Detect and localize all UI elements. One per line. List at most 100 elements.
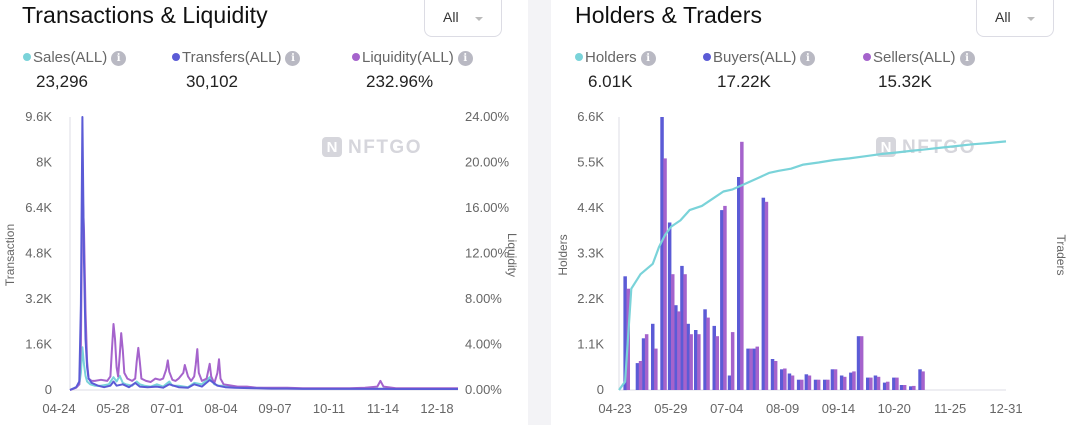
- sellers-bar[interactable]: [654, 348, 658, 390]
- sellers-bar[interactable]: [807, 375, 812, 391]
- buyers-bar[interactable]: [909, 386, 913, 390]
- sellers-bar[interactable]: [638, 361, 643, 390]
- buyers-bar[interactable]: [694, 330, 698, 390]
- series-line-transfers[interactable]: [69, 116, 458, 391]
- sellers-bar[interactable]: [677, 311, 681, 390]
- buyers-bar[interactable]: [737, 177, 741, 390]
- sellers-bar[interactable]: [740, 141, 744, 390]
- buyers-bar[interactable]: [849, 372, 853, 390]
- legend-sales[interactable]: Sales(ALL) i: [23, 49, 127, 66]
- sellers-bar[interactable]: [912, 385, 916, 390]
- period-dropdown[interactable]: All: [424, 0, 502, 37]
- buyers-bar[interactable]: [839, 375, 844, 391]
- buyers-bar[interactable]: [823, 379, 827, 390]
- sellers-bar[interactable]: [833, 369, 838, 390]
- buyers-bar[interactable]: [813, 379, 818, 390]
- sellers-bar[interactable]: [749, 348, 753, 390]
- buyers-bar[interactable]: [635, 363, 640, 390]
- sellers-bar[interactable]: [644, 334, 649, 390]
- sales-dot: [23, 53, 31, 61]
- sellers-bar[interactable]: [683, 274, 687, 390]
- buyers-bar[interactable]: [873, 375, 878, 391]
- buyers-bar[interactable]: [892, 377, 896, 390]
- sellers-bar[interactable]: [843, 376, 847, 390]
- x-tick-label: 10-20: [878, 401, 911, 416]
- sellers-bar[interactable]: [902, 385, 907, 390]
- sellers-bar[interactable]: [800, 379, 804, 390]
- sellers-bar[interactable]: [783, 368, 787, 391]
- sellers-bar[interactable]: [852, 371, 856, 390]
- sellers-bar[interactable]: [671, 274, 675, 390]
- buyers-bar[interactable]: [796, 379, 801, 390]
- buyers-bar[interactable]: [623, 276, 627, 391]
- y-tick-label: 2.2K: [577, 291, 604, 306]
- buyers-bar[interactable]: [727, 375, 732, 391]
- buyers-bar[interactable]: [761, 197, 766, 390]
- legend-transfers[interactable]: Transfers(ALL) i: [172, 49, 301, 66]
- sellers-bar[interactable]: [689, 334, 693, 390]
- info-icon[interactable]: i: [640, 51, 656, 66]
- sellers-bar[interactable]: [706, 317, 710, 390]
- buyers-bar[interactable]: [680, 265, 684, 390]
- sellers-bar[interactable]: [663, 158, 667, 390]
- sellers-bar[interactable]: [886, 381, 890, 390]
- x-tick-label: 07-04: [710, 401, 743, 416]
- sellers-bar[interactable]: [895, 377, 899, 390]
- sellers-bar[interactable]: [697, 334, 701, 390]
- buyers-bar[interactable]: [686, 323, 690, 390]
- series-line-sales[interactable]: [69, 346, 458, 391]
- legend-holders[interactable]: Holders i: [575, 49, 656, 66]
- info-icon[interactable]: i: [800, 51, 816, 66]
- holders-line[interactable]: [618, 140, 1007, 391]
- legend-liquidity[interactable]: Liquidity(ALL) i: [352, 49, 473, 66]
- buyers-bar[interactable]: [899, 385, 904, 390]
- buyers-bar[interactable]: [830, 369, 835, 390]
- transactions-liquidity-chart[interactable]: N NFTGO 0 1.6K 3.2K 4.8K 6.4K 8K 9.6K 0.00% 4.00% 8…: [0, 0, 528, 425]
- buyers-bar[interactable]: [667, 222, 672, 391]
- sellers-bar[interactable]: [723, 205, 727, 390]
- buyers-bar[interactable]: [746, 348, 750, 390]
- holders-dot: [575, 53, 583, 61]
- buyers-bar[interactable]: [770, 359, 775, 390]
- info-icon[interactable]: i: [285, 51, 301, 66]
- sellers-bar[interactable]: [816, 379, 821, 390]
- buyers-bar[interactable]: [720, 210, 724, 390]
- sellers-bar[interactable]: [764, 201, 769, 390]
- series-line-liquidity[interactable]: [69, 186, 458, 391]
- buyers-bar[interactable]: [882, 382, 887, 390]
- sellers-bar[interactable]: [826, 379, 830, 390]
- sellers-bar[interactable]: [869, 377, 873, 390]
- sellers-bar[interactable]: [715, 336, 720, 390]
- sellers-bar[interactable]: [730, 332, 735, 390]
- sellers-bar[interactable]: [876, 376, 881, 390]
- buyers-bar[interactable]: [856, 336, 861, 390]
- y-tick-label: 4.8K: [25, 246, 52, 261]
- legend-buyers[interactable]: Buyers(ALL) i: [703, 49, 816, 66]
- buyers-bar[interactable]: [651, 323, 655, 390]
- panel-title: Holders & Traders: [575, 2, 763, 28]
- buyers-bar[interactable]: [918, 369, 922, 390]
- sellers-bar[interactable]: [859, 336, 864, 390]
- sellers-bar[interactable]: [755, 346, 760, 390]
- buyers-bar[interactable]: [866, 377, 870, 390]
- buyers-dot: [703, 53, 711, 61]
- info-icon[interactable]: i: [111, 51, 127, 66]
- buyers-bar[interactable]: [660, 117, 664, 390]
- buyers-bar[interactable]: [787, 373, 792, 391]
- buyers-bar[interactable]: [780, 369, 784, 390]
- info-icon[interactable]: i: [959, 51, 975, 66]
- legend-sellers[interactable]: Sellers(ALL) i: [863, 49, 975, 66]
- sellers-bar[interactable]: [790, 375, 795, 391]
- holders-traders-chart[interactable]: N NFTGO 0 1.1K 2.2K 3.3K 4.4K 5.5K 6.6K 04-23 05-2…: [551, 0, 1080, 425]
- buyers-bar[interactable]: [804, 374, 809, 390]
- sellers-bar[interactable]: [773, 361, 778, 390]
- period-dropdown[interactable]: All: [976, 0, 1054, 37]
- buyers-bar[interactable]: [752, 348, 756, 390]
- info-icon[interactable]: i: [457, 51, 473, 66]
- buyers-bar[interactable]: [712, 325, 717, 390]
- buyers-bar[interactable]: [674, 305, 678, 390]
- sellers-bar[interactable]: [921, 371, 925, 390]
- buyers-bar[interactable]: [703, 309, 707, 390]
- legend-label: Sales(ALL): [33, 49, 108, 66]
- buyers-bar[interactable]: [641, 338, 646, 390]
